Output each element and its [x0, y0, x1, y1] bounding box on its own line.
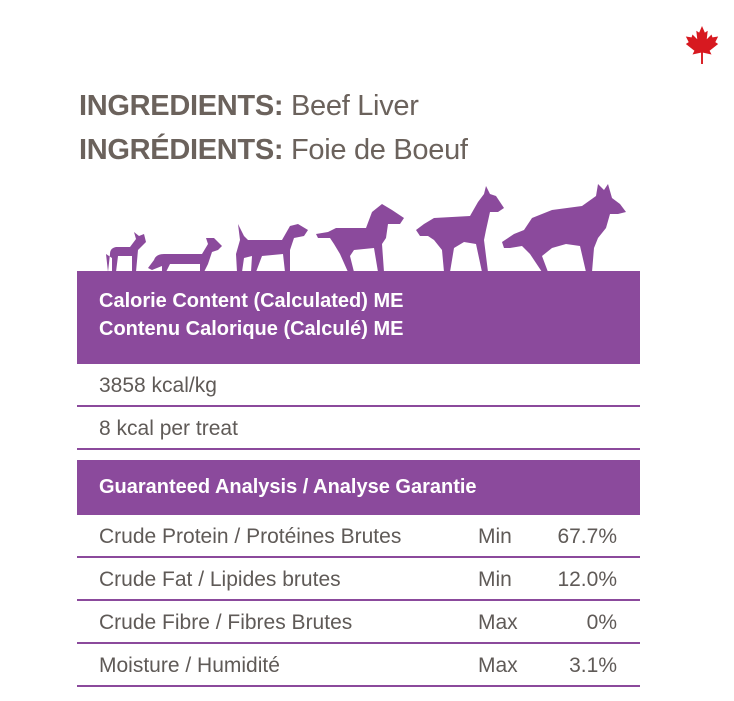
analysis-qualifier: Min — [478, 568, 512, 591]
analysis-name: Crude Fat / Lipides brutes — [99, 568, 341, 591]
calorie-row-kcal-kg: 3858 kcal/kg — [77, 364, 640, 407]
analysis-qualifier: Max — [478, 611, 518, 634]
dog-silhouette — [106, 232, 146, 272]
calorie-value: 3858 kcal/kg — [99, 374, 217, 397]
ingredients-line-en: INGREDIENTS: Beef Liver — [79, 84, 468, 128]
dog-silhouette — [316, 204, 404, 272]
analysis-value: 3.1% — [569, 654, 617, 677]
calorie-row-kcal-treat: 8 kcal per treat — [77, 407, 640, 450]
dog-silhouette — [236, 224, 308, 272]
ingredients-label: INGRÉDIENTS: — [79, 134, 284, 166]
analysis-qualifier: Min — [478, 525, 512, 548]
analysis-row-protein: Crude Protein / Protéines Brutes Min 67.… — [77, 515, 640, 558]
analysis-value: 12.0% — [557, 568, 617, 591]
calorie-content-header: Calorie Content (Calculated) ME Contenu … — [77, 272, 640, 364]
analysis-row-fat: Crude Fat / Lipides brutes Min 12.0% — [77, 558, 640, 601]
dog-silhouette — [416, 186, 504, 272]
analysis-value: 0% — [586, 611, 617, 634]
ingredients-value: Foie de Boeuf — [283, 134, 468, 166]
dog-silhouette — [502, 184, 626, 272]
analysis-row-fibre: Crude Fibre / Fibres Brutes Max 0% — [77, 601, 640, 644]
dog-silhouettes-icon — [106, 184, 626, 272]
ingredients-block: INGREDIENTS: Beef Liver INGRÉDIENTS: Foi… — [79, 84, 468, 172]
analysis-row-moisture: Moisture / Humidité Max 3.1% — [77, 644, 640, 687]
maple-leaf-icon — [685, 26, 719, 64]
dog-silhouette — [148, 238, 222, 272]
calorie-header-fr: Contenu Calorique (Calculé) ME — [99, 318, 404, 340]
calorie-value: 8 kcal per treat — [99, 417, 238, 440]
analysis-name: Crude Protein / Protéines Brutes — [99, 525, 402, 548]
ingredients-line-fr: INGRÉDIENTS: Foie de Boeuf — [79, 128, 468, 172]
ingredients-value: Beef Liver — [283, 90, 419, 122]
analysis-qualifier: Max — [478, 654, 518, 677]
ingredients-label: INGREDIENTS: — [79, 90, 284, 122]
analysis-name: Moisture / Humidité — [99, 654, 280, 677]
calorie-header-en: Calorie Content (Calculated) ME — [99, 290, 404, 312]
analysis-value: 67.7% — [557, 525, 617, 548]
guaranteed-analysis-header: Guaranteed Analysis / Analyse Garantie — [77, 460, 640, 515]
analysis-name: Crude Fibre / Fibres Brutes — [99, 611, 353, 634]
nutrition-table: Calorie Content (Calculated) ME Contenu … — [77, 272, 640, 687]
